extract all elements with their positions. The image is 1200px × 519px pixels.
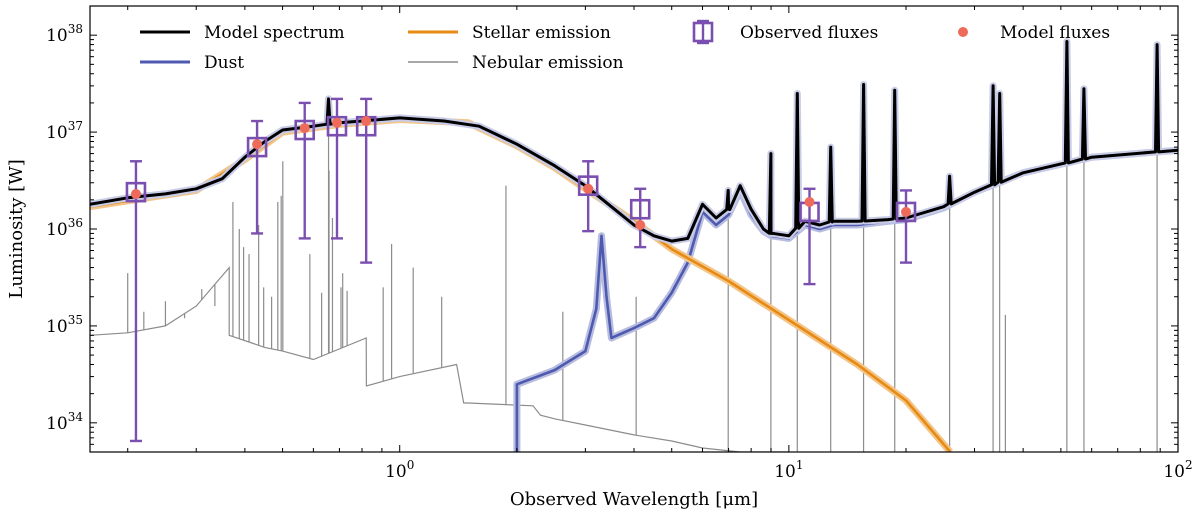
y-tick-label: 1037	[46, 119, 83, 143]
legend-label: Dust	[204, 53, 244, 73]
legend-item-nebular-emission: Nebular emission	[408, 53, 624, 73]
model-flux-point-6	[635, 219, 646, 230]
legend-item-observed-fluxes: Observed fluxes	[692, 19, 878, 45]
model-flux-point-5	[583, 183, 594, 194]
model-flux-point-2	[299, 123, 310, 134]
legend-item-stellar-emission: Stellar emission	[408, 23, 611, 43]
observed-flux-marker	[326, 115, 348, 137]
legend: Model spectrum Dust Stellar emission Nebula…	[140, 19, 1110, 73]
x-tick-label: 102	[1163, 458, 1192, 482]
observed-flux-marker	[294, 119, 316, 141]
axes: 100 101 102 1034 1035 1036 1037 1038	[46, 5, 1193, 482]
y-tick-label: 1038	[46, 22, 83, 46]
legend-swatch-box	[692, 21, 714, 43]
axes-frame	[89, 5, 1179, 453]
model-flux-point-1	[252, 139, 263, 150]
plot-area	[90, 38, 1178, 452]
legend-label: Model spectrum	[204, 23, 345, 43]
legend-item-model-spectrum: Model spectrum	[140, 23, 345, 43]
observed-flux-marker	[125, 181, 147, 203]
y-tick-label: 1034	[46, 410, 83, 434]
legend-label: Stellar emission	[472, 23, 611, 43]
model-flux-point-3	[332, 117, 343, 128]
model-flux-point-7	[804, 196, 815, 207]
legend-swatch-dot	[958, 27, 968, 37]
x-axis-label: Observed Wavelength [μm]	[510, 489, 758, 510]
model-flux-point-0	[130, 188, 141, 199]
legend-label: Observed fluxes	[740, 23, 878, 43]
y-tick-label: 1036	[46, 216, 83, 240]
y-tick-label: 1035	[46, 313, 83, 337]
observed-flux-marker	[246, 136, 268, 158]
legend-item-model-fluxes: Model fluxes	[958, 23, 1110, 43]
model-flux-point-4	[361, 116, 372, 127]
observed-flux-5	[577, 160, 599, 233]
observed-flux-1	[246, 119, 268, 235]
nebular-continuum-line	[90, 265, 789, 452]
observed-flux-marker	[577, 175, 599, 196]
legend-label: Nebular emission	[472, 53, 624, 73]
observed-flux-8	[895, 189, 917, 264]
legend-item-dust: Dust	[140, 53, 244, 73]
dust-uncertainty-band	[513, 146, 1178, 452]
y-axis-label: Luminosity [W]	[6, 159, 27, 298]
x-tick-label: 100	[385, 458, 414, 482]
observed-flux-0	[125, 160, 147, 443]
x-tick-label: 101	[774, 458, 803, 482]
observed-flux-marker	[629, 198, 651, 220]
observed-flux-6	[629, 187, 651, 249]
dust-line	[515, 148, 1178, 452]
model-flux-point-8	[901, 206, 911, 217]
observed-flux-marker	[895, 201, 917, 223]
legend-label: Model fluxes	[1000, 23, 1110, 43]
